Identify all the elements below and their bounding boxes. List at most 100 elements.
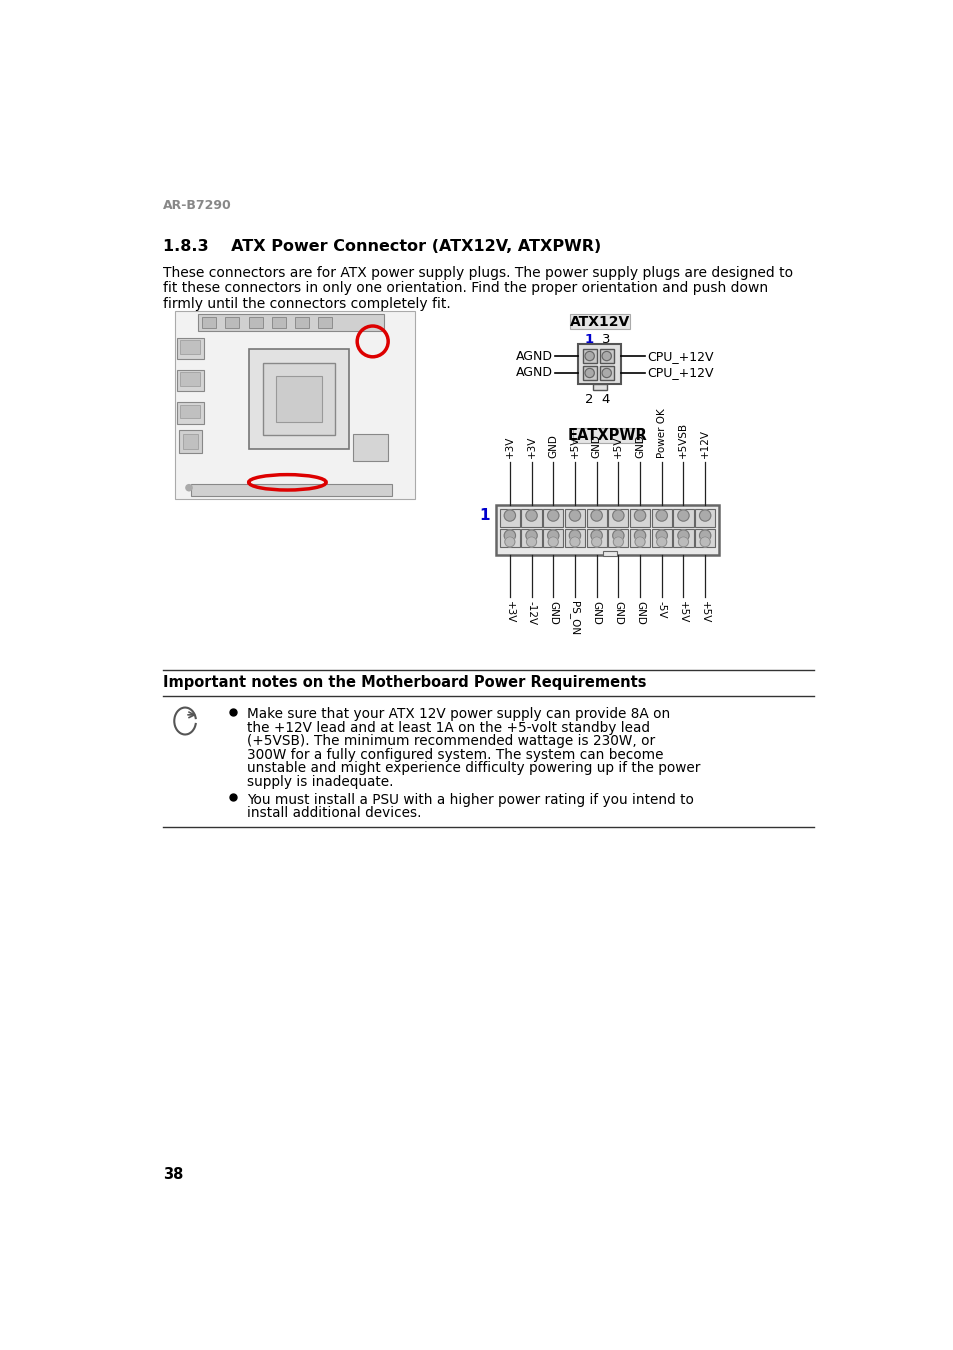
Bar bbox=[592, 383, 606, 390]
Bar bbox=[353, 433, 388, 460]
Bar bbox=[582, 350, 596, 363]
Bar bbox=[602, 551, 617, 556]
Bar bbox=[180, 405, 199, 418]
Text: +12V: +12V bbox=[700, 429, 709, 459]
Circle shape bbox=[525, 510, 537, 521]
Text: GND: GND bbox=[635, 435, 644, 459]
Bar bbox=[564, 509, 584, 526]
Text: GND: GND bbox=[613, 601, 622, 625]
Text: unstable and might experience difficulty powering up if the power: unstable and might experience difficulty… bbox=[247, 761, 700, 775]
Text: CPU_+12V: CPU_+12V bbox=[646, 366, 713, 379]
Bar bbox=[673, 528, 693, 547]
Circle shape bbox=[547, 510, 558, 521]
Text: -5V: -5V bbox=[656, 601, 666, 618]
Text: Power OK: Power OK bbox=[656, 409, 666, 459]
Circle shape bbox=[612, 510, 623, 521]
Text: GND: GND bbox=[635, 601, 644, 625]
Bar bbox=[499, 509, 519, 526]
Text: firmly until the connectors completely fit.: firmly until the connectors completely f… bbox=[163, 297, 451, 310]
Circle shape bbox=[612, 531, 623, 541]
Text: +3V: +3V bbox=[526, 436, 536, 459]
Bar bbox=[262, 363, 335, 435]
Bar bbox=[177, 338, 204, 359]
Bar bbox=[275, 377, 322, 423]
Text: AGND: AGND bbox=[515, 366, 552, 379]
Bar bbox=[180, 373, 199, 386]
Text: 1: 1 bbox=[584, 333, 593, 346]
Circle shape bbox=[591, 510, 601, 521]
Bar bbox=[582, 366, 596, 379]
Text: +5VSB: +5VSB bbox=[678, 423, 688, 459]
Bar bbox=[179, 429, 202, 454]
Bar bbox=[564, 528, 584, 547]
Text: +5V: +5V bbox=[678, 601, 688, 624]
Text: GND: GND bbox=[548, 601, 558, 625]
Bar bbox=[177, 402, 204, 424]
Text: +5V: +5V bbox=[569, 436, 579, 459]
Text: 2: 2 bbox=[584, 393, 593, 406]
Circle shape bbox=[634, 531, 645, 541]
Circle shape bbox=[526, 537, 536, 547]
Text: CPU_+12V: CPU_+12V bbox=[646, 350, 713, 363]
Text: Important notes on the Motherboard Power Requirements: Important notes on the Motherboard Power… bbox=[163, 675, 646, 690]
Bar bbox=[599, 366, 613, 379]
Circle shape bbox=[677, 510, 688, 521]
Text: the +12V lead and at least 1A on the +5-volt standby lead: the +12V lead and at least 1A on the +5-… bbox=[247, 721, 649, 734]
Text: PS_ON: PS_ON bbox=[569, 601, 579, 634]
Text: install additional devices.: install additional devices. bbox=[247, 806, 421, 819]
Text: AGND: AGND bbox=[515, 350, 552, 363]
Bar bbox=[673, 509, 693, 526]
Text: supply is inadequate.: supply is inadequate. bbox=[247, 775, 394, 788]
Circle shape bbox=[613, 537, 622, 547]
Bar bbox=[573, 428, 641, 443]
Text: +3V: +3V bbox=[504, 601, 515, 624]
Bar bbox=[198, 315, 384, 331]
Circle shape bbox=[569, 537, 579, 547]
Text: 38: 38 bbox=[163, 1166, 184, 1181]
Bar bbox=[695, 509, 715, 526]
Circle shape bbox=[601, 351, 611, 360]
Text: +3V: +3V bbox=[504, 436, 515, 459]
Text: GND: GND bbox=[591, 601, 601, 625]
Text: ATX12V: ATX12V bbox=[569, 315, 629, 329]
Bar bbox=[318, 317, 332, 328]
Text: Make sure that your ATX 12V power supply can provide 8A on: Make sure that your ATX 12V power supply… bbox=[247, 707, 670, 721]
Circle shape bbox=[569, 510, 580, 521]
Bar bbox=[695, 528, 715, 547]
Circle shape bbox=[678, 537, 688, 547]
Circle shape bbox=[656, 531, 667, 541]
Circle shape bbox=[547, 531, 558, 541]
Bar bbox=[521, 528, 541, 547]
Circle shape bbox=[584, 369, 594, 378]
Bar bbox=[249, 317, 262, 328]
Text: 3: 3 bbox=[601, 333, 610, 346]
Bar bbox=[629, 528, 649, 547]
Bar bbox=[249, 350, 349, 450]
Bar bbox=[180, 340, 199, 354]
Circle shape bbox=[504, 537, 515, 547]
Bar bbox=[191, 483, 392, 497]
Bar bbox=[578, 344, 620, 383]
Text: -12V: -12V bbox=[526, 601, 536, 625]
Circle shape bbox=[635, 537, 644, 547]
Bar bbox=[651, 509, 671, 526]
Circle shape bbox=[700, 537, 709, 547]
Text: 300W for a fully configured system. The system can become: 300W for a fully configured system. The … bbox=[247, 748, 663, 761]
Bar bbox=[569, 315, 629, 329]
Bar bbox=[174, 310, 415, 500]
Text: EATXPWR: EATXPWR bbox=[567, 428, 647, 443]
Bar bbox=[294, 317, 309, 328]
Circle shape bbox=[548, 537, 558, 547]
Text: +5V: +5V bbox=[613, 436, 622, 459]
Circle shape bbox=[584, 351, 594, 360]
Bar bbox=[542, 509, 562, 526]
Bar bbox=[599, 350, 613, 363]
Circle shape bbox=[186, 485, 192, 491]
Circle shape bbox=[699, 531, 710, 541]
Bar bbox=[272, 317, 286, 328]
Bar bbox=[629, 509, 649, 526]
Bar bbox=[225, 317, 239, 328]
Circle shape bbox=[656, 510, 667, 521]
Bar bbox=[586, 509, 606, 526]
Bar bbox=[608, 528, 628, 547]
